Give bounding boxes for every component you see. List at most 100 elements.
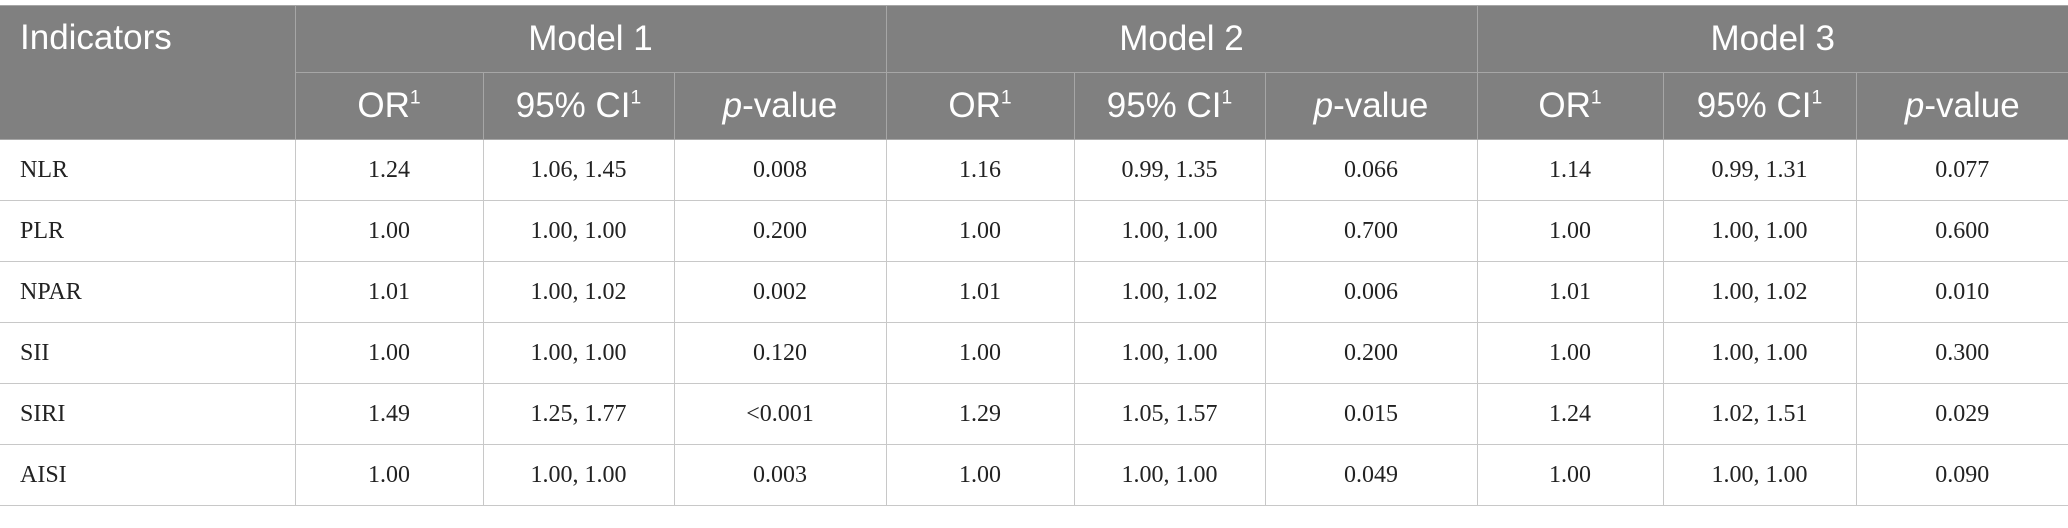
- cell: 1.00: [294, 322, 484, 384]
- cell: 1.00: [1476, 444, 1664, 506]
- cell: 0.049: [1264, 444, 1478, 506]
- cell: 1.05, 1.57: [1073, 383, 1266, 445]
- column-header: 95% CI1: [482, 72, 675, 140]
- column-header: p-value: [673, 72, 887, 140]
- header-text: 95% CI: [1696, 86, 1812, 125]
- cell: 0.006: [1264, 261, 1478, 323]
- cell: 1.00: [885, 322, 1075, 384]
- italic-text: p: [722, 86, 743, 125]
- results-table: Indicators Model 1 Model 2 Model 3 OR1 95% CI…: [0, 5, 2068, 506]
- cell: 0.090: [1855, 444, 2068, 506]
- cell: 0.99, 1.35: [1073, 139, 1266, 201]
- data-row: AISI 1.00 1.00, 1.00 0.003 1.00 1.00, 1.00 0.0…: [0, 444, 2068, 506]
- cell: 0.003: [673, 444, 887, 506]
- cell: 1.00, 1.00: [482, 322, 675, 384]
- cell: 1.00, 1.00: [1662, 444, 1857, 506]
- cell: 1.00: [885, 200, 1075, 262]
- row-label: SIRI: [0, 383, 296, 445]
- cell: 1.00: [294, 200, 484, 262]
- cell: 1.00, 1.00: [482, 200, 675, 262]
- row-label: NPAR: [0, 261, 296, 323]
- header-text: OR: [357, 86, 410, 125]
- cell: 0.120: [673, 322, 887, 384]
- cell: 1.00, 1.02: [482, 261, 675, 323]
- cell: 1.14: [1476, 139, 1664, 201]
- cell: 1.00, 1.00: [1662, 200, 1857, 262]
- column-header: OR1: [1476, 72, 1664, 140]
- cell: 0.010: [1855, 261, 2068, 323]
- cell: 1.00, 1.00: [1662, 322, 1857, 384]
- cell: 1.25, 1.77: [482, 383, 675, 445]
- cell: 0.008: [673, 139, 887, 201]
- column-header: OR1: [294, 72, 484, 140]
- subheader-row: OR1 95% CI1 p-value OR1 95% CI1 p-value OR1 95%…: [0, 72, 2068, 140]
- cell: 0.600: [1855, 200, 2068, 262]
- footnote-mark: 1: [1221, 87, 1233, 109]
- cell: 0.300: [1855, 322, 2068, 384]
- cell: 1.00, 1.00: [1073, 322, 1266, 384]
- italic-text: p: [1904, 86, 1925, 125]
- data-row: SIRI 1.49 1.25, 1.77 <0.001 1.29 1.05, 1.57 0.…: [0, 383, 2068, 445]
- header-text: -value: [1333, 86, 1429, 125]
- cell: 1.06, 1.45: [482, 139, 675, 201]
- cell: 1.00: [885, 444, 1075, 506]
- footnote-mark: 1: [1000, 87, 1012, 109]
- cell: 1.00: [294, 444, 484, 506]
- header-text: OR: [948, 86, 1001, 125]
- cell: 0.002: [673, 261, 887, 323]
- header-text: 95% CI: [1106, 86, 1222, 125]
- cell: 0.077: [1855, 139, 2068, 201]
- footnote-mark: 1: [630, 87, 642, 109]
- row-label: AISI: [0, 444, 296, 506]
- model-header: Model 3: [1476, 5, 2068, 73]
- italic-text: p: [1313, 86, 1334, 125]
- row-label: NLR: [0, 139, 296, 201]
- table-body: NLR 1.24 1.06, 1.45 0.008 1.16 0.99, 1.35 0.06…: [0, 139, 2068, 506]
- cell: 0.029: [1855, 383, 2068, 445]
- column-header: p-value: [1855, 72, 2068, 140]
- table-header: Indicators Model 1 Model 2 Model 3 OR1 95% CI…: [0, 5, 2068, 140]
- model-header: Model 1: [294, 5, 887, 73]
- cell: 1.00: [1476, 200, 1664, 262]
- cell: 1.16: [885, 139, 1075, 201]
- header-row: Indicators Model 1 Model 2 Model 3: [0, 5, 2068, 140]
- cell: 1.00: [1476, 322, 1664, 384]
- column-header: 95% CI1: [1073, 72, 1266, 140]
- footnote-mark: 1: [409, 87, 421, 109]
- model-header: Model 2: [885, 5, 1478, 73]
- cell: 1.00, 1.00: [1073, 444, 1266, 506]
- cell: 1.02, 1.51: [1662, 383, 1857, 445]
- header-text: OR: [1538, 86, 1591, 125]
- indicators-header: Indicators: [0, 5, 296, 140]
- cell: <0.001: [673, 383, 887, 445]
- header-text: 95% CI: [515, 86, 631, 125]
- column-header: 95% CI1: [1662, 72, 1857, 140]
- cell: 0.015: [1264, 383, 1478, 445]
- cell: 1.24: [294, 139, 484, 201]
- cell: 1.49: [294, 383, 484, 445]
- column-header: OR1: [885, 72, 1075, 140]
- data-row: SII 1.00 1.00, 1.00 0.120 1.00 1.00, 1.00 0.20…: [0, 322, 2068, 384]
- cell: 1.01: [885, 261, 1075, 323]
- cell: 1.00, 1.00: [1073, 200, 1266, 262]
- row-label: PLR: [0, 200, 296, 262]
- cell: 1.00, 1.02: [1073, 261, 1266, 323]
- header-text: -value: [1924, 86, 2020, 125]
- cell: 0.066: [1264, 139, 1478, 201]
- data-row: NPAR 1.01 1.00, 1.02 0.002 1.01 1.00, 1.02 0.0…: [0, 261, 2068, 323]
- cell: 0.700: [1264, 200, 1478, 262]
- column-header: p-value: [1264, 72, 1478, 140]
- row-label: SII: [0, 322, 296, 384]
- cell: 0.200: [1264, 322, 1478, 384]
- footnote-mark: 1: [1811, 87, 1823, 109]
- cell: 1.29: [885, 383, 1075, 445]
- footnote-mark: 1: [1590, 87, 1602, 109]
- cell: 1.01: [1476, 261, 1664, 323]
- cell: 1.24: [1476, 383, 1664, 445]
- data-row: NLR 1.24 1.06, 1.45 0.008 1.16 0.99, 1.35 0.06…: [0, 139, 2068, 201]
- cell: 1.00, 1.00: [482, 444, 675, 506]
- cell: 1.00, 1.02: [1662, 261, 1857, 323]
- data-row: PLR 1.00 1.00, 1.00 0.200 1.00 1.00, 1.00 0.70…: [0, 200, 2068, 262]
- cell: 0.99, 1.31: [1662, 139, 1857, 201]
